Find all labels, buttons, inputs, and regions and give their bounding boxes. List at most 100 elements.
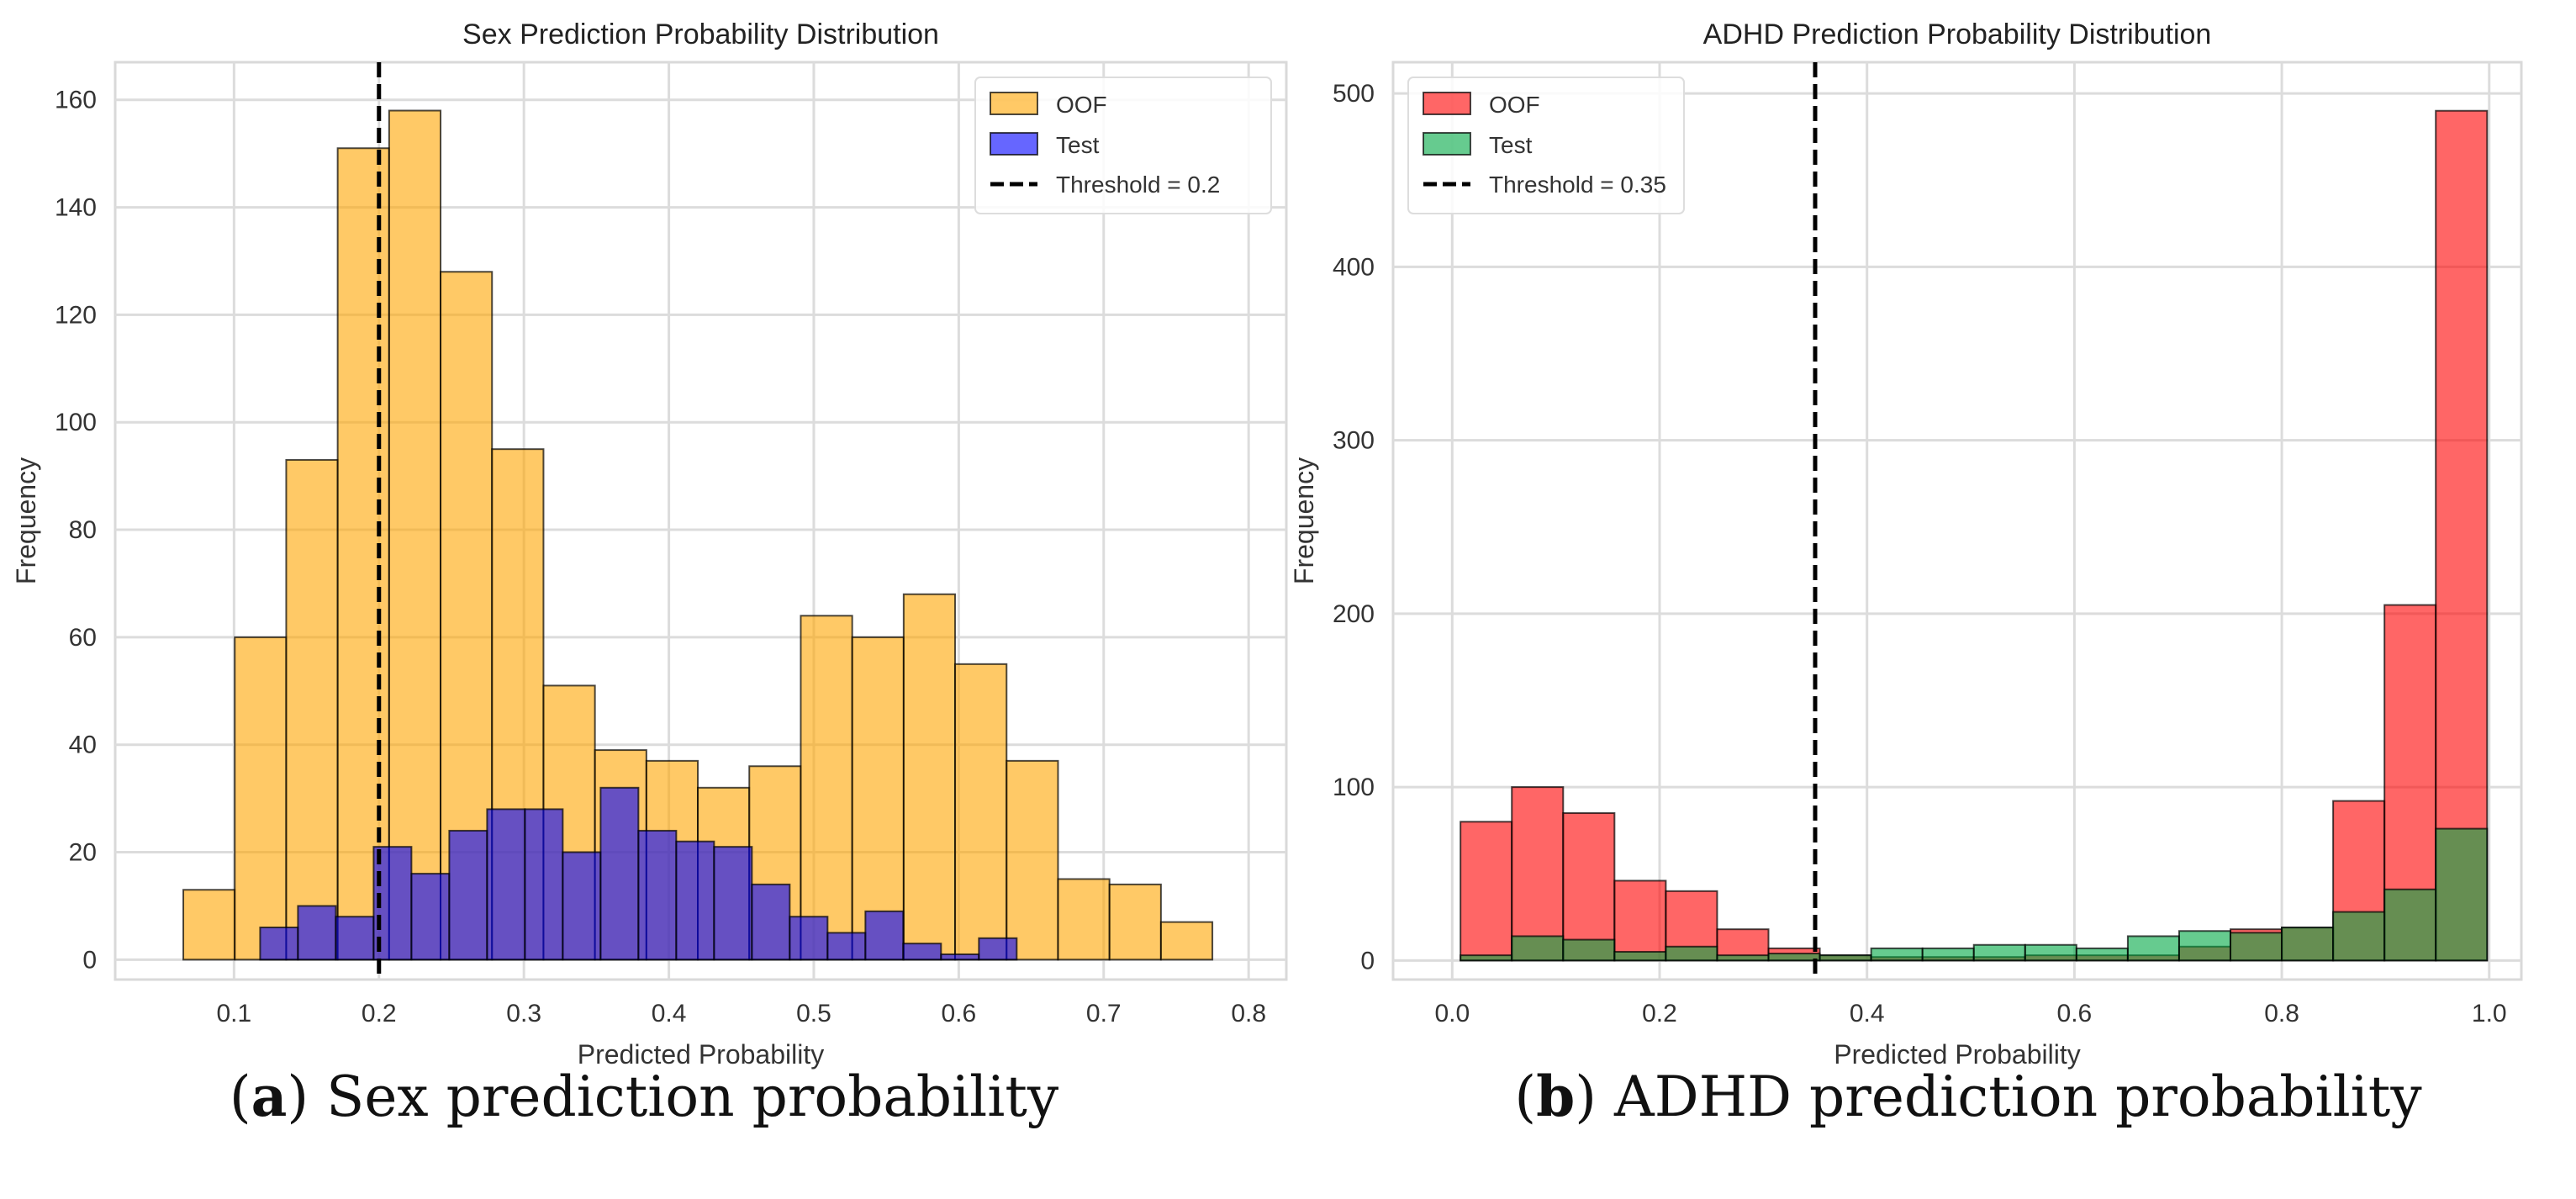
- caption-a-letter: a: [251, 1064, 288, 1129]
- histogram-bar-oof: [1460, 821, 1513, 962]
- histogram-bar-test: [448, 829, 488, 961]
- histogram-bar-test: [2281, 927, 2335, 962]
- x-tick-label: 0.6: [942, 1000, 977, 1027]
- histogram-bar-oof: [1057, 878, 1111, 961]
- histogram-bar-test: [1870, 947, 1924, 962]
- histogram-bar-test: [1511, 935, 1565, 962]
- histogram-bar-oof: [1511, 786, 1565, 962]
- x-tick-label: 0.5: [796, 1000, 831, 1027]
- y-tick-label: 80: [69, 516, 97, 544]
- histogram-bar-oof: [800, 615, 853, 961]
- histogram-bar-oof: [234, 636, 288, 961]
- x-tick-label: 0.6: [2057, 1000, 2093, 1027]
- legend-label-oof: OOF: [1056, 92, 1107, 118]
- histogram-bar-test: [2332, 911, 2386, 962]
- chart-adhd: 0.0 0.2 0.4 0.6 0.8 1.0 0 100 200 300 400 500 ADHD P…: [1289, 18, 2523, 1070]
- caption-b-text: ADHD prediction probability: [1597, 1064, 2422, 1129]
- y-tick-label: 100: [1333, 774, 1375, 801]
- legend: OOF Test Threshold = 0.2: [974, 77, 1272, 214]
- histogram-bar-test: [978, 937, 1018, 961]
- histogram-bar-test: [524, 808, 564, 961]
- histogram-bar-test: [1460, 954, 1513, 962]
- y-tick-label: 40: [69, 732, 97, 759]
- histogram-bar-test: [2230, 932, 2283, 962]
- caption-a-text: Sex prediction probability: [309, 1064, 1059, 1129]
- caption-b: (b) ADHD prediction probability: [1514, 1064, 2422, 1129]
- legend-label-threshold: Threshold = 0.2: [1056, 172, 1220, 198]
- x-axis-label: Predicted Probability: [1834, 1039, 2080, 1070]
- y-tick-label: 60: [69, 624, 97, 652]
- histogram-bar-oof: [1562, 812, 1616, 962]
- histogram-bar-test: [2024, 943, 2077, 962]
- histogram-bar-test: [1819, 954, 1872, 962]
- y-tick-label: 200: [1333, 600, 1375, 628]
- histogram-bar-test: [486, 808, 526, 961]
- histogram-bar-test: [1613, 951, 1667, 962]
- legend-label-test: Test: [1489, 132, 1533, 158]
- x-tick-label: 0.4: [1850, 1000, 1885, 1027]
- chart-sex: 0.1 0.2 0.3 0.4 0.5 0.6 0.7 0.8 0 20 40 60 80 100 120 1…: [11, 18, 1288, 1070]
- x-tick-label: 0.2: [1642, 1000, 1677, 1027]
- histogram-bar-test: [864, 910, 905, 961]
- legend-label-test: Test: [1056, 132, 1100, 158]
- x-tick-label: 0.7: [1086, 1000, 1122, 1027]
- histogram-bar-test: [2383, 888, 2437, 962]
- x-tick-label: 0.8: [1231, 1000, 1266, 1027]
- histogram-bar-test: [1767, 953, 1821, 962]
- x-axis-label: Predicted Probability: [578, 1039, 824, 1070]
- legend-label-threshold: Threshold = 0.35: [1489, 172, 1666, 198]
- chart-title: ADHD Prediction Probability Distribution: [1703, 18, 2212, 50]
- histogram-bar-test: [1921, 947, 1975, 962]
- histogram-bar-oof: [285, 458, 339, 961]
- histogram-bar-test: [675, 840, 715, 961]
- histogram-bar-test: [789, 916, 829, 961]
- histogram-bar-test: [2126, 935, 2180, 962]
- histogram-bar-test: [1665, 945, 1718, 962]
- legend-box: [974, 77, 1272, 214]
- histogram-bar-test: [940, 953, 980, 961]
- histogram-bar-oof: [336, 147, 390, 961]
- histogram-bar-test: [2177, 930, 2232, 962]
- histogram-bar-test: [2075, 947, 2129, 962]
- histogram-bar-oof: [388, 109, 442, 961]
- histogram-bar-oof: [954, 663, 1008, 961]
- x-tick-label: 1.0: [2472, 1000, 2507, 1027]
- caption-b-letter: b: [1536, 1064, 1576, 1129]
- histogram-bar-test: [2435, 827, 2489, 962]
- histogram-bar-test: [297, 905, 337, 961]
- legend-swatch-test: [1423, 132, 1471, 156]
- histogram-bar-test: [335, 916, 375, 961]
- histogram-bar-test: [1716, 954, 1770, 962]
- legend-swatch-test: [990, 132, 1038, 156]
- histogram-bar-oof: [851, 636, 905, 961]
- legend-swatch-oof: [990, 92, 1038, 115]
- x-tick-label: 0.0: [1434, 1000, 1470, 1027]
- legend-swatch-oof: [1423, 92, 1471, 115]
- y-tick-label: 140: [55, 194, 97, 222]
- chart-title: Sex Prediction Probability Distribution: [462, 18, 939, 50]
- histogram-bar-test: [259, 927, 299, 961]
- y-tick-label: 160: [55, 87, 97, 114]
- histogram-bar-oof: [1006, 759, 1059, 961]
- histogram-bar-test: [410, 873, 451, 961]
- y-tick-label: 120: [55, 301, 97, 329]
- y-axis-label: Frequency: [1289, 457, 1319, 584]
- y-tick-label: 400: [1333, 253, 1375, 281]
- histogram-bar-test: [751, 883, 791, 961]
- legend: OOF Test Threshold = 0.35: [1407, 77, 1685, 214]
- legend-label-oof: OOF: [1489, 92, 1540, 118]
- y-axis-label: Frequency: [11, 457, 41, 584]
- histogram-bar-oof: [1613, 879, 1667, 962]
- histogram-bar-oof: [902, 593, 957, 961]
- histogram-bar-test: [713, 846, 753, 961]
- histogram-bar-test: [637, 829, 678, 961]
- x-tick-label: 0.8: [2264, 1000, 2299, 1027]
- histogram-bar-oof: [1108, 883, 1162, 961]
- x-tick-label: 0.1: [217, 1000, 252, 1027]
- y-tick-label: 0: [82, 946, 97, 974]
- histogram-bar-oof: [1159, 921, 1214, 961]
- caption-a: (a) Sex prediction probability: [229, 1064, 1059, 1129]
- y-tick-label: 500: [1333, 80, 1375, 108]
- histogram-bar-test: [599, 786, 640, 961]
